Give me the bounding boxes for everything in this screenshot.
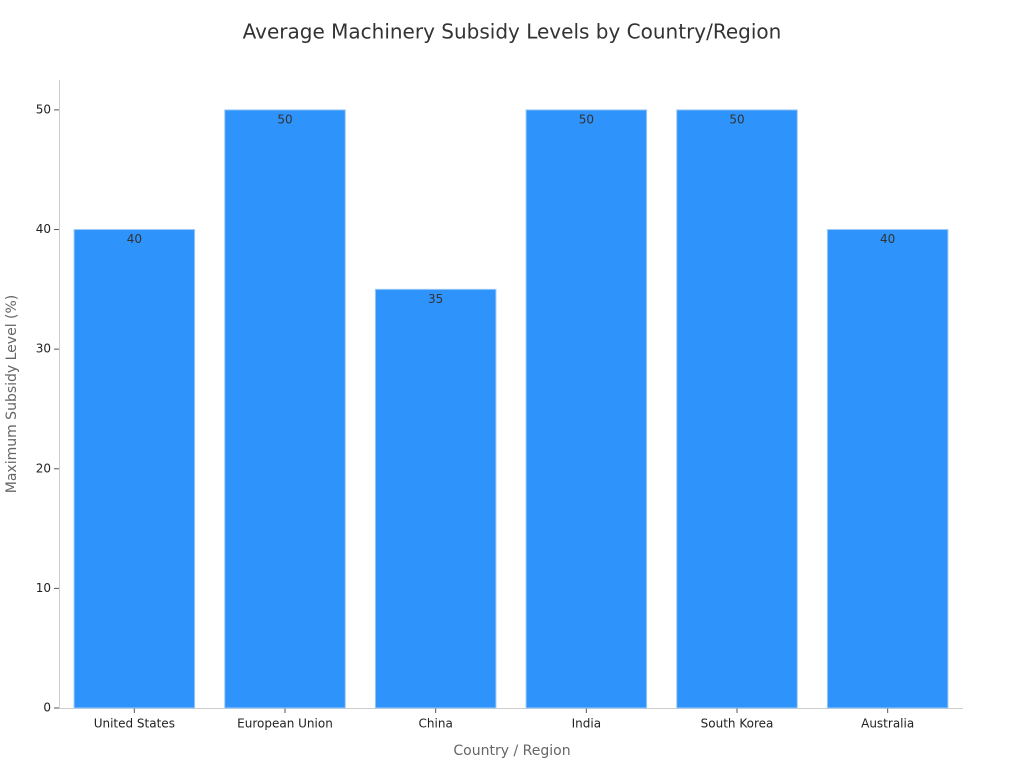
y-tick-label: 30 (36, 342, 51, 356)
value-label: 40 (880, 232, 895, 246)
bar (676, 109, 798, 709)
chart-title: Average Machinery Subsidy Levels by Coun… (243, 20, 782, 44)
y-tick-label: 40 (36, 222, 51, 236)
y-tick-label: 0 (43, 701, 51, 715)
y-tick-label: 10 (36, 581, 51, 595)
bar (826, 229, 949, 709)
y-tick-label: 20 (36, 461, 51, 475)
x-tick-label: United States (94, 717, 175, 731)
x-tick-label: India (572, 717, 601, 731)
value-label: 50 (579, 112, 594, 126)
bar (73, 229, 196, 709)
x-axis-label: Country / Region (453, 743, 570, 759)
x-tick-label: Australia (861, 717, 914, 731)
x-tick-label: European Union (237, 717, 333, 731)
y-tick-label: 50 (36, 102, 51, 116)
value-label: 35 (428, 292, 443, 306)
bar (374, 288, 497, 709)
x-tick-label: South Korea (701, 717, 774, 731)
value-label: 40 (127, 232, 142, 246)
y-axis-label: Maximum Subsidy Level (%) (4, 295, 20, 494)
value-label: 50 (277, 112, 292, 126)
x-tick-label: China (419, 717, 453, 731)
bar (525, 109, 648, 709)
value-label: 50 (729, 112, 744, 126)
bar (224, 109, 346, 709)
